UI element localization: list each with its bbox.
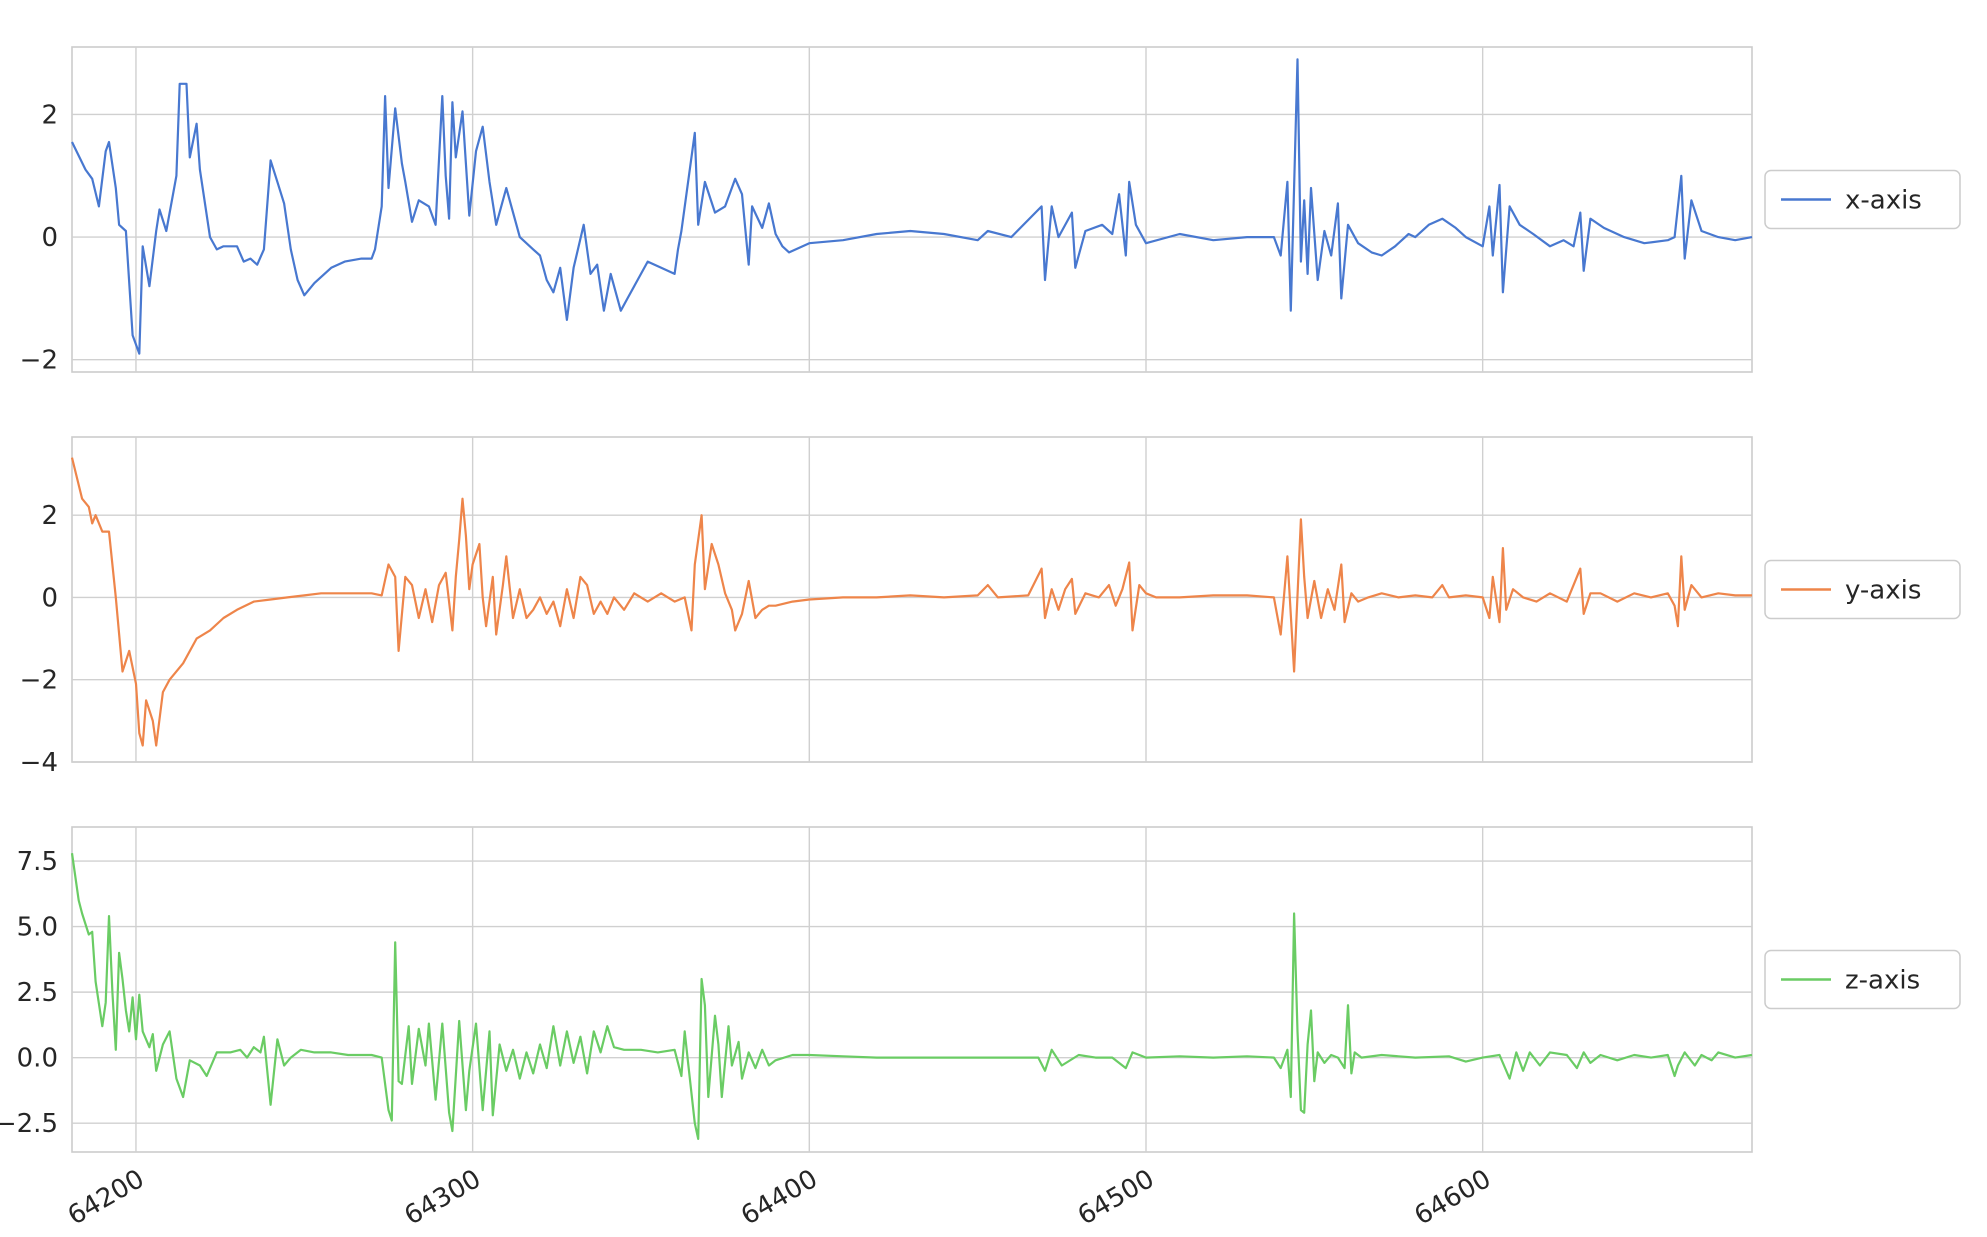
legend-label: y-axis: [1845, 576, 1921, 606]
legend-box: [1764, 169, 1961, 230]
y-tick-label: 0: [41, 223, 58, 253]
legend-box: [1764, 559, 1961, 620]
legend: z-axis: [1764, 949, 1961, 1010]
series-line-y-axis: [70, 457, 1752, 747]
panel-2: −4 −2 0 2 y-axis: [20, 436, 1961, 778]
legend-box: [1764, 949, 1961, 1010]
plot-area: [71, 826, 1753, 1153]
panel-1: −2 0 2 x-axis: [20, 46, 1961, 376]
y-tick-label: 2: [41, 501, 58, 531]
series-line-x-axis: [71, 58, 1753, 355]
y-tick-label: 5.0: [17, 913, 58, 943]
y-tick-label: 7.5: [17, 847, 58, 877]
legend-label: x-axis: [1845, 186, 1922, 216]
series-line-z-axis: [70, 853, 1753, 1140]
y-tick-label: 0.0: [17, 1044, 58, 1074]
y-tick-label: 2: [41, 100, 58, 130]
y-tick-label: 0: [41, 583, 58, 613]
plot-area: [71, 46, 1753, 373]
y-tick-label: −2: [20, 346, 58, 376]
legend-label: z-axis: [1845, 966, 1920, 996]
legend: y-axis: [1764, 559, 1961, 620]
y-tick-label: 2.5: [17, 978, 58, 1008]
y-tick-label: −2: [20, 666, 58, 696]
y-tick-label: −4: [20, 748, 58, 778]
legend: x-axis: [1764, 169, 1961, 230]
y-tick-label: −2.5: [0, 1109, 58, 1139]
